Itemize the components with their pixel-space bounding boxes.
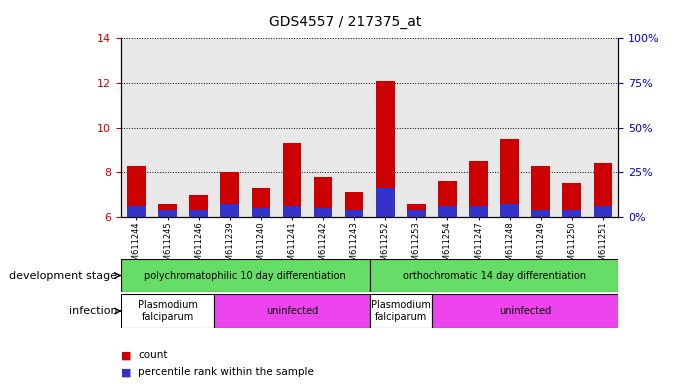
Bar (189, 195, 208, 217)
Bar (438, 181, 457, 217)
Bar (214, 294, 370, 328)
Bar (283, 143, 301, 217)
Text: ■: ■ (121, 367, 131, 377)
Bar (407, 204, 426, 217)
Bar (531, 210, 550, 217)
Text: count: count (138, 350, 168, 360)
Bar (376, 81, 395, 217)
Bar (432, 294, 618, 328)
Bar (370, 294, 432, 328)
Bar (314, 177, 332, 217)
Bar (252, 208, 270, 217)
Bar (531, 166, 550, 217)
Text: infection: infection (69, 306, 117, 316)
Text: uninfected: uninfected (499, 306, 551, 316)
Bar (469, 206, 488, 217)
Text: orthochromatic 14 day differentiation: orthochromatic 14 day differentiation (402, 270, 586, 281)
Bar (562, 184, 581, 217)
Bar (127, 166, 146, 217)
Text: development stage: development stage (10, 270, 117, 281)
Text: ■: ■ (121, 350, 131, 360)
Bar (438, 206, 457, 217)
Bar (121, 259, 370, 292)
Bar (370, 259, 618, 292)
Bar (469, 161, 488, 217)
Bar (220, 172, 239, 217)
Bar (500, 204, 519, 217)
Bar (252, 188, 270, 217)
Bar (500, 139, 519, 217)
Bar (158, 204, 177, 217)
Bar (314, 208, 332, 217)
Bar (376, 188, 395, 217)
Text: Plasmodium
falciparum: Plasmodium falciparum (138, 300, 198, 322)
Bar (594, 164, 612, 217)
Bar (127, 206, 146, 217)
Bar (158, 210, 177, 217)
Text: percentile rank within the sample: percentile rank within the sample (138, 367, 314, 377)
Bar (121, 294, 214, 328)
Text: Plasmodium
falciparum: Plasmodium falciparum (371, 300, 430, 322)
Bar (562, 210, 581, 217)
Text: uninfected: uninfected (266, 306, 318, 316)
Bar (189, 210, 208, 217)
Bar (283, 206, 301, 217)
Bar (345, 192, 363, 217)
Text: polychromatophilic 10 day differentiation: polychromatophilic 10 day differentiatio… (144, 270, 346, 281)
Bar (220, 204, 239, 217)
Bar (594, 206, 612, 217)
Bar (345, 210, 363, 217)
Bar (407, 210, 426, 217)
Text: GDS4557 / 217375_at: GDS4557 / 217375_at (269, 15, 422, 29)
